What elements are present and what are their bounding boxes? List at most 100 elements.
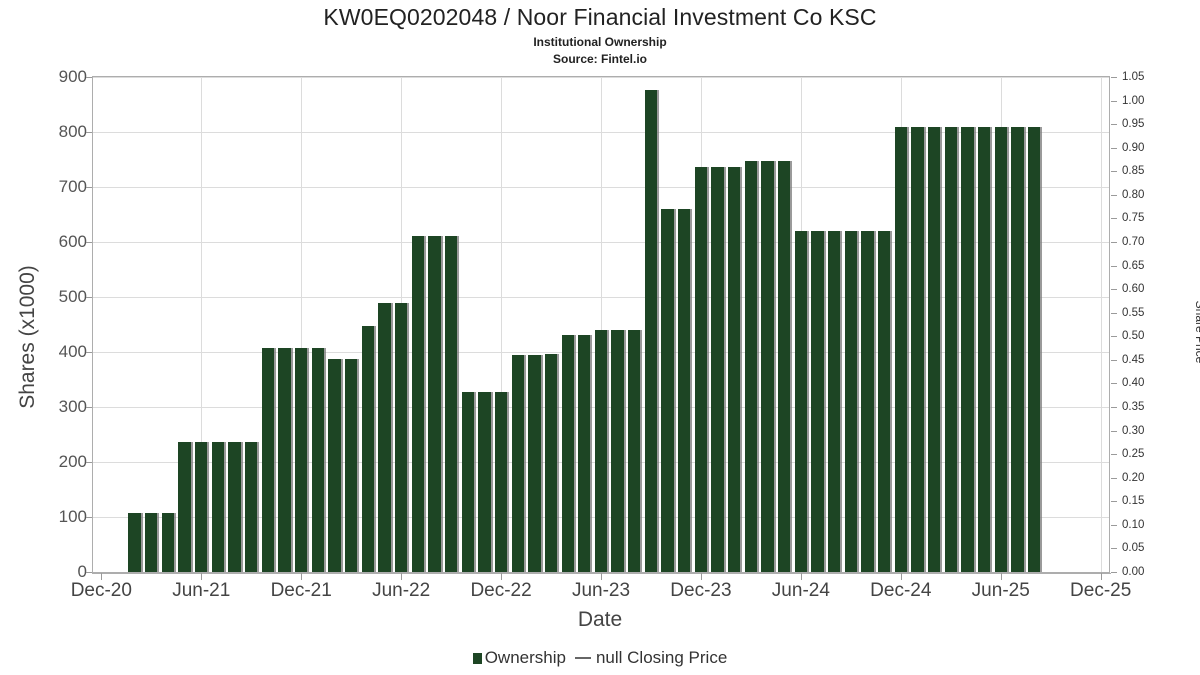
bar[interactable] bbox=[311, 348, 324, 572]
y-axis-tick-mark bbox=[86, 77, 92, 78]
gridline-vertical bbox=[601, 77, 602, 572]
y-axis-tick-label: 100 bbox=[58, 507, 87, 526]
y-axis-tick-label: 800 bbox=[58, 122, 87, 141]
legend-item-closing-price[interactable]: null Closing Price bbox=[566, 648, 727, 668]
bar[interactable] bbox=[211, 442, 225, 572]
secondary-y-axis-tick-label: 0.35 bbox=[1122, 401, 1145, 413]
y-axis-tick-mark bbox=[86, 517, 92, 518]
y-axis-tick-label: 400 bbox=[58, 342, 87, 361]
bar[interactable] bbox=[877, 231, 891, 572]
secondary-y-axis-tick-label: 1.00 bbox=[1122, 94, 1145, 107]
secondary-y-axis-tick-mark bbox=[1111, 194, 1117, 196]
x-axis-tick-label: Dec-24 bbox=[870, 580, 932, 601]
bar[interactable] bbox=[977, 127, 991, 572]
bar[interactable] bbox=[278, 348, 291, 572]
bar[interactable] bbox=[778, 160, 791, 572]
legend-swatch-icon bbox=[472, 652, 482, 664]
chart-source: Source: Fintel.io bbox=[552, 52, 647, 66]
bar[interactable] bbox=[145, 513, 158, 572]
bar[interactable] bbox=[844, 231, 857, 572]
bar[interactable] bbox=[561, 334, 574, 572]
bar[interactable] bbox=[694, 166, 708, 572]
secondary-y-axis-tick-label: 0.90 bbox=[1122, 141, 1145, 154]
bar[interactable] bbox=[378, 302, 391, 572]
gridline-vertical bbox=[201, 77, 203, 572]
secondary-y-axis-tick-mark bbox=[1111, 430, 1117, 432]
bar[interactable] bbox=[911, 127, 924, 572]
bar[interactable] bbox=[511, 354, 524, 572]
bar[interactable] bbox=[245, 442, 258, 572]
secondary-y-axis-tick-mark bbox=[1111, 359, 1117, 361]
bar[interactable] bbox=[428, 235, 441, 572]
bar[interactable] bbox=[644, 89, 658, 572]
bar[interactable] bbox=[361, 326, 374, 572]
bar[interactable] bbox=[161, 513, 175, 572]
y-axis-tick-mark bbox=[86, 462, 92, 463]
x-axis-tick-mark bbox=[101, 573, 103, 580]
bar[interactable] bbox=[594, 330, 608, 572]
bar[interactable] bbox=[794, 231, 808, 572]
bar[interactable] bbox=[1011, 127, 1024, 572]
bar[interactable] bbox=[528, 354, 541, 572]
secondary-y-axis-tick-mark bbox=[1111, 501, 1117, 503]
bar[interactable] bbox=[461, 392, 474, 572]
secondary-y-axis-tick-mark bbox=[1111, 407, 1117, 408]
bar[interactable] bbox=[544, 353, 558, 572]
bar[interactable] bbox=[394, 302, 408, 572]
bar[interactable] bbox=[228, 442, 241, 572]
secondary-y-axis-tick-label: 0.80 bbox=[1122, 188, 1145, 201]
bar[interactable] bbox=[728, 166, 741, 572]
x-axis-tick-label: Jun-25 bbox=[971, 580, 1030, 601]
bar-series-ownership bbox=[93, 77, 1109, 572]
bar[interactable] bbox=[961, 127, 974, 572]
bar[interactable] bbox=[195, 442, 208, 572]
bar[interactable] bbox=[261, 348, 275, 572]
secondary-y-axis-tick-mark bbox=[1111, 312, 1117, 314]
secondary-y-axis-tick-label: 0.65 bbox=[1122, 259, 1145, 272]
secondary-y-axis-tick-label: 0.25 bbox=[1122, 448, 1145, 461]
secondary-y-axis-tick-label: 0.10 bbox=[1122, 518, 1145, 531]
y-axis-tick-label: 700 bbox=[58, 177, 87, 196]
bar[interactable] bbox=[861, 231, 874, 572]
x-axis-tick-label: Jun-21 bbox=[172, 580, 231, 601]
bar[interactable] bbox=[761, 160, 774, 572]
bar[interactable] bbox=[894, 127, 907, 572]
bar[interactable] bbox=[1027, 127, 1041, 572]
bar[interactable] bbox=[494, 392, 508, 572]
bar[interactable] bbox=[944, 127, 957, 572]
x-axis-tick-mark bbox=[501, 573, 503, 580]
legend-item-ownership[interactable]: Ownership bbox=[472, 648, 566, 668]
bar[interactable] bbox=[661, 209, 674, 572]
x-axis-tick-label: Dec-25 bbox=[1070, 580, 1132, 601]
bar[interactable] bbox=[828, 231, 841, 572]
secondary-y-axis-tick-mark bbox=[1111, 171, 1117, 173]
x-axis-title: Date bbox=[577, 608, 623, 631]
bar[interactable] bbox=[128, 513, 141, 572]
secondary-y-axis-tick-label: 0.70 bbox=[1122, 236, 1145, 248]
bar[interactable] bbox=[345, 358, 358, 572]
bar[interactable] bbox=[295, 348, 308, 572]
bar[interactable] bbox=[628, 330, 641, 572]
y-axis-tick-mark bbox=[86, 572, 92, 573]
secondary-y-axis-tick-label: 0.95 bbox=[1122, 118, 1145, 131]
bar[interactable] bbox=[411, 235, 424, 572]
bar[interactable] bbox=[611, 330, 624, 572]
bar[interactable] bbox=[994, 127, 1007, 572]
secondary-y-axis-tick-mark bbox=[1111, 548, 1117, 550]
bar[interactable] bbox=[711, 166, 724, 572]
secondary-y-axis-tick-label: 0.15 bbox=[1122, 495, 1145, 508]
legend-label-closing-price: null Closing Price bbox=[595, 648, 728, 667]
bar[interactable] bbox=[178, 442, 191, 572]
bar[interactable] bbox=[578, 334, 591, 572]
secondary-y-axis-tick-mark bbox=[1111, 265, 1117, 267]
legend-label-ownership: Ownership bbox=[484, 648, 566, 667]
bar[interactable] bbox=[744, 160, 758, 572]
bar[interactable] bbox=[927, 127, 941, 572]
bar[interactable] bbox=[328, 358, 341, 572]
secondary-y-axis-tick-label: 0.05 bbox=[1122, 542, 1145, 555]
bar[interactable] bbox=[678, 209, 691, 572]
bar[interactable] bbox=[444, 235, 458, 572]
bar[interactable] bbox=[478, 392, 491, 572]
legend-line-icon bbox=[574, 657, 591, 659]
bar[interactable] bbox=[811, 231, 824, 572]
